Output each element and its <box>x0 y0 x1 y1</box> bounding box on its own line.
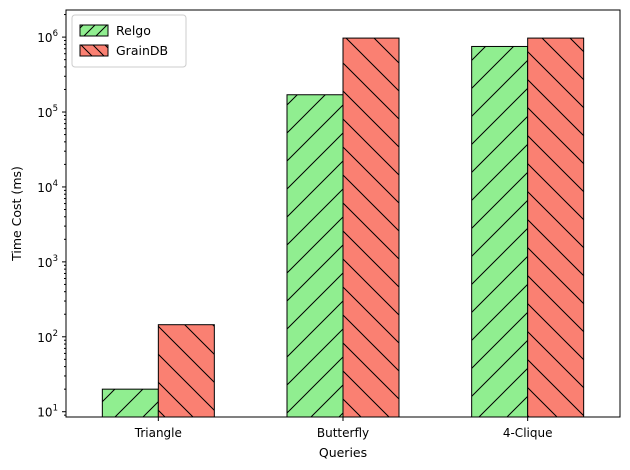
bar-graindb-butterfly <box>342 37 400 418</box>
y-tick-label: 105 <box>37 104 58 120</box>
y-tick-label: 103 <box>37 254 58 270</box>
x-tick-label-triangle: Triangle <box>134 426 182 440</box>
y-tick-label: 101 <box>37 404 58 420</box>
x-axis-label: Queries <box>319 445 367 460</box>
legend-swatch-graindb <box>79 44 109 57</box>
y-tick-label: 104 <box>37 179 58 195</box>
legend: Relgo GrainDB <box>71 14 187 68</box>
x-tick-label-4-clique: 4-Clique <box>503 426 553 440</box>
bars-group <box>101 37 585 418</box>
bar-relgo-4-clique <box>471 45 529 418</box>
legend-swatch-relgo <box>79 24 109 37</box>
legend-label-graindb: GrainDB <box>116 43 168 58</box>
bar-graindb-triangle <box>157 324 215 418</box>
bar-graindb-4-clique <box>527 37 585 418</box>
y-tick-label: 102 <box>37 329 58 345</box>
y-axis-ticks: 101 102 103 104 105 106 <box>37 14 66 420</box>
bar-relgo-butterfly <box>286 94 344 418</box>
y-axis-label: Time Cost (ms) <box>9 166 24 262</box>
legend-label-relgo: Relgo <box>116 23 151 38</box>
plot-area-frame <box>65 9 621 418</box>
x-axis-ticks: Triangle Butterfly 4-Clique <box>134 417 553 440</box>
x-tick-label-butterfly: Butterfly <box>317 426 369 440</box>
y-tick-label: 106 <box>37 29 58 45</box>
bar-relgo-triangle <box>101 388 159 418</box>
